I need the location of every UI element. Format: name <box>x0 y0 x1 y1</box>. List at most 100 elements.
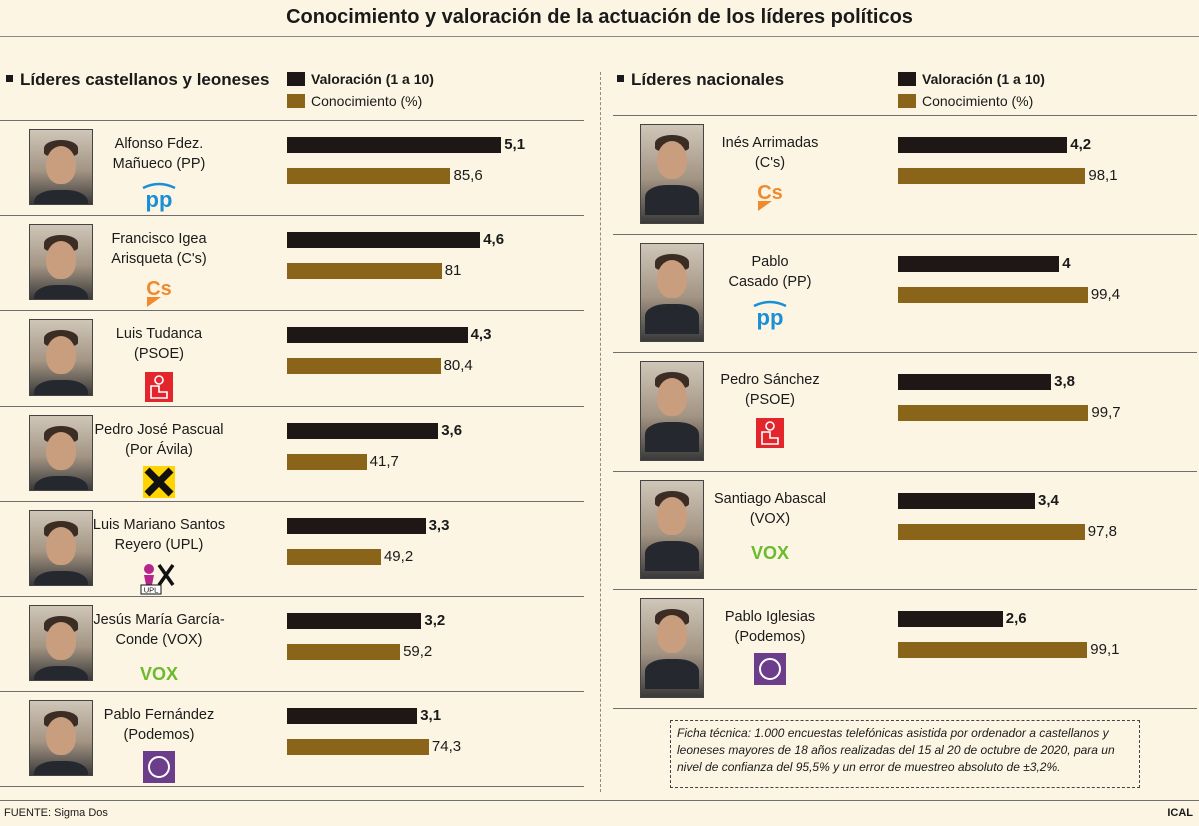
value-label-conocimiento: 81 <box>444 262 462 280</box>
photo-body <box>645 659 699 689</box>
leader-name-line: Santiago Abascal <box>713 490 827 507</box>
value-label-conocimiento: 85,6 <box>453 167 483 184</box>
vox-logo-icon: VOX <box>140 664 178 684</box>
leader-name-line: Conde (VOX) <box>115 632 203 648</box>
leader-name-line: Luis Mariano Santos <box>92 516 226 533</box>
footer-divider <box>0 800 1199 801</box>
row-divider <box>0 786 584 788</box>
party-logo-upl: UPL <box>139 561 179 600</box>
party-logo-porAvila <box>139 465 179 505</box>
svg-text:VOX: VOX <box>140 664 178 684</box>
leader-name-line: (C's) <box>754 155 786 171</box>
leader-name: Alfonso Fdez. Mañueco (PP) <box>84 134 234 174</box>
value-label-valoracion: 4 <box>1062 254 1071 272</box>
bar-conocimiento <box>287 358 441 375</box>
legend-swatch-conocimiento <box>287 94 305 108</box>
photo-face <box>46 336 76 375</box>
photo-face <box>46 241 76 280</box>
svg-text:VOX: VOX <box>751 543 789 563</box>
row-divider <box>0 405 584 407</box>
row-divider <box>613 707 1197 709</box>
leader-photo <box>640 479 704 579</box>
photo-face <box>46 526 76 565</box>
row-divider <box>613 470 1197 472</box>
row-divider <box>613 115 1197 116</box>
leader-name: Inés Arrimadas (C's) <box>695 133 845 173</box>
bar-valoracion <box>287 517 426 534</box>
bar-conocimiento <box>898 523 1085 540</box>
party-logo-vox: VOX <box>750 535 790 574</box>
photo-body <box>645 185 699 215</box>
leader-photo <box>640 242 704 342</box>
value-label-conocimiento: 98,1 <box>1088 167 1118 184</box>
value-label-conocimiento: 99,4 <box>1090 285 1121 303</box>
leader-name: Luis Tudanca (PSOE) <box>84 324 234 364</box>
photo-face <box>46 622 76 660</box>
psoe-logo-icon <box>145 372 173 403</box>
bar-valoracion <box>898 611 1003 627</box>
row-divider <box>0 596 584 597</box>
value-label-valoracion: 3,1 <box>420 707 442 725</box>
value-label-conocimiento: 41,7 <box>369 452 399 470</box>
bar-conocimiento <box>287 168 451 184</box>
leader-name-line: (Podemos) <box>123 727 195 744</box>
legend-label-conocimiento: Conocimiento (%) <box>311 93 423 109</box>
photo-face <box>657 259 687 298</box>
legend-label-conocimiento: Conocimiento (%) <box>922 93 1034 109</box>
legend-regional: Valoración (1 a 10) Conocimiento (%) <box>287 68 434 112</box>
row-divider <box>0 215 584 217</box>
party-logo-psoe <box>139 370 179 409</box>
leader-name: Jesús María García- Conde (VOX) <box>84 610 234 650</box>
section-title-regional: Líderes castellanos y leoneses <box>6 70 269 90</box>
svg-text:Cs: Cs <box>757 182 783 204</box>
bar-conocimiento <box>898 405 1089 421</box>
photo-body <box>34 666 88 681</box>
bar-valoracion <box>287 137 502 153</box>
photo-body <box>34 761 88 776</box>
leader-name-line: (Podemos) <box>734 629 806 645</box>
bar-valoracion <box>287 422 439 439</box>
leader-photo <box>640 598 704 698</box>
bar-conocimiento <box>287 739 429 756</box>
section-title-regional-text: Líderes castellanos y leoneses <box>20 70 270 89</box>
row-divider <box>0 310 584 312</box>
photo-body <box>34 570 88 585</box>
row-divider <box>0 691 584 693</box>
value-label-valoracion: 4,6 <box>483 231 505 249</box>
legend-label-valoracion: Valoración (1 a 10) <box>311 71 434 87</box>
podemos-logo-icon <box>143 751 175 784</box>
photo-body <box>34 380 88 395</box>
photo-body <box>645 303 699 334</box>
legend-label-valoracion: Valoración (1 a 10) <box>922 71 1045 87</box>
bar-conocimiento <box>287 263 442 280</box>
leader-photo <box>29 700 93 777</box>
value-label-conocimiento: 59,2 <box>403 643 433 660</box>
photo-face <box>657 615 687 653</box>
leader-name-line: Pablo Fernández <box>103 707 215 724</box>
party-logo-vox: VOX <box>139 656 179 695</box>
podemos-logo-icon <box>754 653 786 685</box>
row-divider <box>613 352 1197 353</box>
section-title-national: Líderes nacionales <box>617 70 784 90</box>
legend-swatch-valoracion <box>898 72 916 86</box>
porAvila-logo-icon <box>143 465 175 498</box>
upl-logo-icon: UPL <box>140 563 175 595</box>
legend-item-valoracion: Valoración (1 a 10) <box>287 68 434 90</box>
bar-conocimiento <box>898 642 1088 658</box>
leader-name-line: Casado (PP) <box>728 273 812 290</box>
value-label-conocimiento: 99,1 <box>1090 641 1120 658</box>
bar-valoracion <box>287 708 418 725</box>
legend-item-conocimiento: Conocimiento (%) <box>287 90 434 112</box>
party-logo-pp: pp <box>750 298 790 337</box>
photo-body <box>645 540 699 571</box>
psoe-logo-icon <box>756 418 784 448</box>
leader-name: Pablo Casado (PP) <box>695 252 845 292</box>
bar-conocimiento <box>287 548 381 565</box>
leader-name-line: (PSOE) <box>134 346 184 363</box>
leader-photo <box>29 414 93 491</box>
photo-body <box>34 190 88 205</box>
bar-conocimiento <box>898 286 1088 303</box>
leader-name: Luis Mariano Santos Reyero (UPL) <box>84 515 234 555</box>
value-label-valoracion: 3,2 <box>424 612 446 629</box>
legend-item-valoracion: Valoración (1 a 10) <box>898 68 1045 90</box>
